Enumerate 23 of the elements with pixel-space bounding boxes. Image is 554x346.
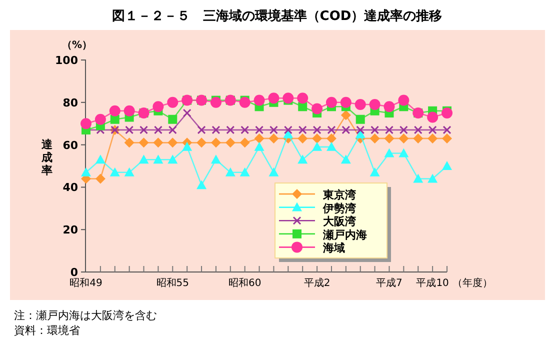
- y-tick-label: 0: [70, 266, 78, 279]
- text: 資料：環境省: [14, 324, 80, 337]
- legend-label: 海域: [322, 242, 345, 255]
- y-axis-title: 達成率: [40, 138, 52, 177]
- legend-label: 大阪湾: [323, 215, 357, 228]
- y-tick-label: 80: [62, 96, 78, 110]
- x-tick-label: 平成10: [416, 277, 449, 289]
- y-tick-label: 60: [62, 138, 78, 152]
- x-tick-label: 平成2: [304, 277, 330, 289]
- x-tick-label: 昭和49: [70, 277, 102, 289]
- x-tick-label: 昭和55: [156, 277, 190, 289]
- y-tick-label: 40: [62, 181, 78, 194]
- chart-title: 図１－２－５ 三海域の環境基準（COD）達成率の推移: [112, 8, 442, 24]
- legend-label: 瀬戸内海: [322, 228, 367, 242]
- text: （%）: [62, 40, 92, 51]
- legend-label: 東京湾: [322, 188, 357, 202]
- y-tick-label: 20: [62, 224, 78, 237]
- y-tick-label: 100: [55, 54, 78, 67]
- legend-label: 伊勢湾: [322, 202, 357, 215]
- x-axis-title: （年度）: [452, 277, 493, 289]
- text: 注：瀬戸内海は大阪湾を含む: [14, 309, 157, 322]
- x-tick-label: 平成7: [376, 277, 402, 289]
- x-tick-label: 昭和60: [228, 277, 262, 289]
